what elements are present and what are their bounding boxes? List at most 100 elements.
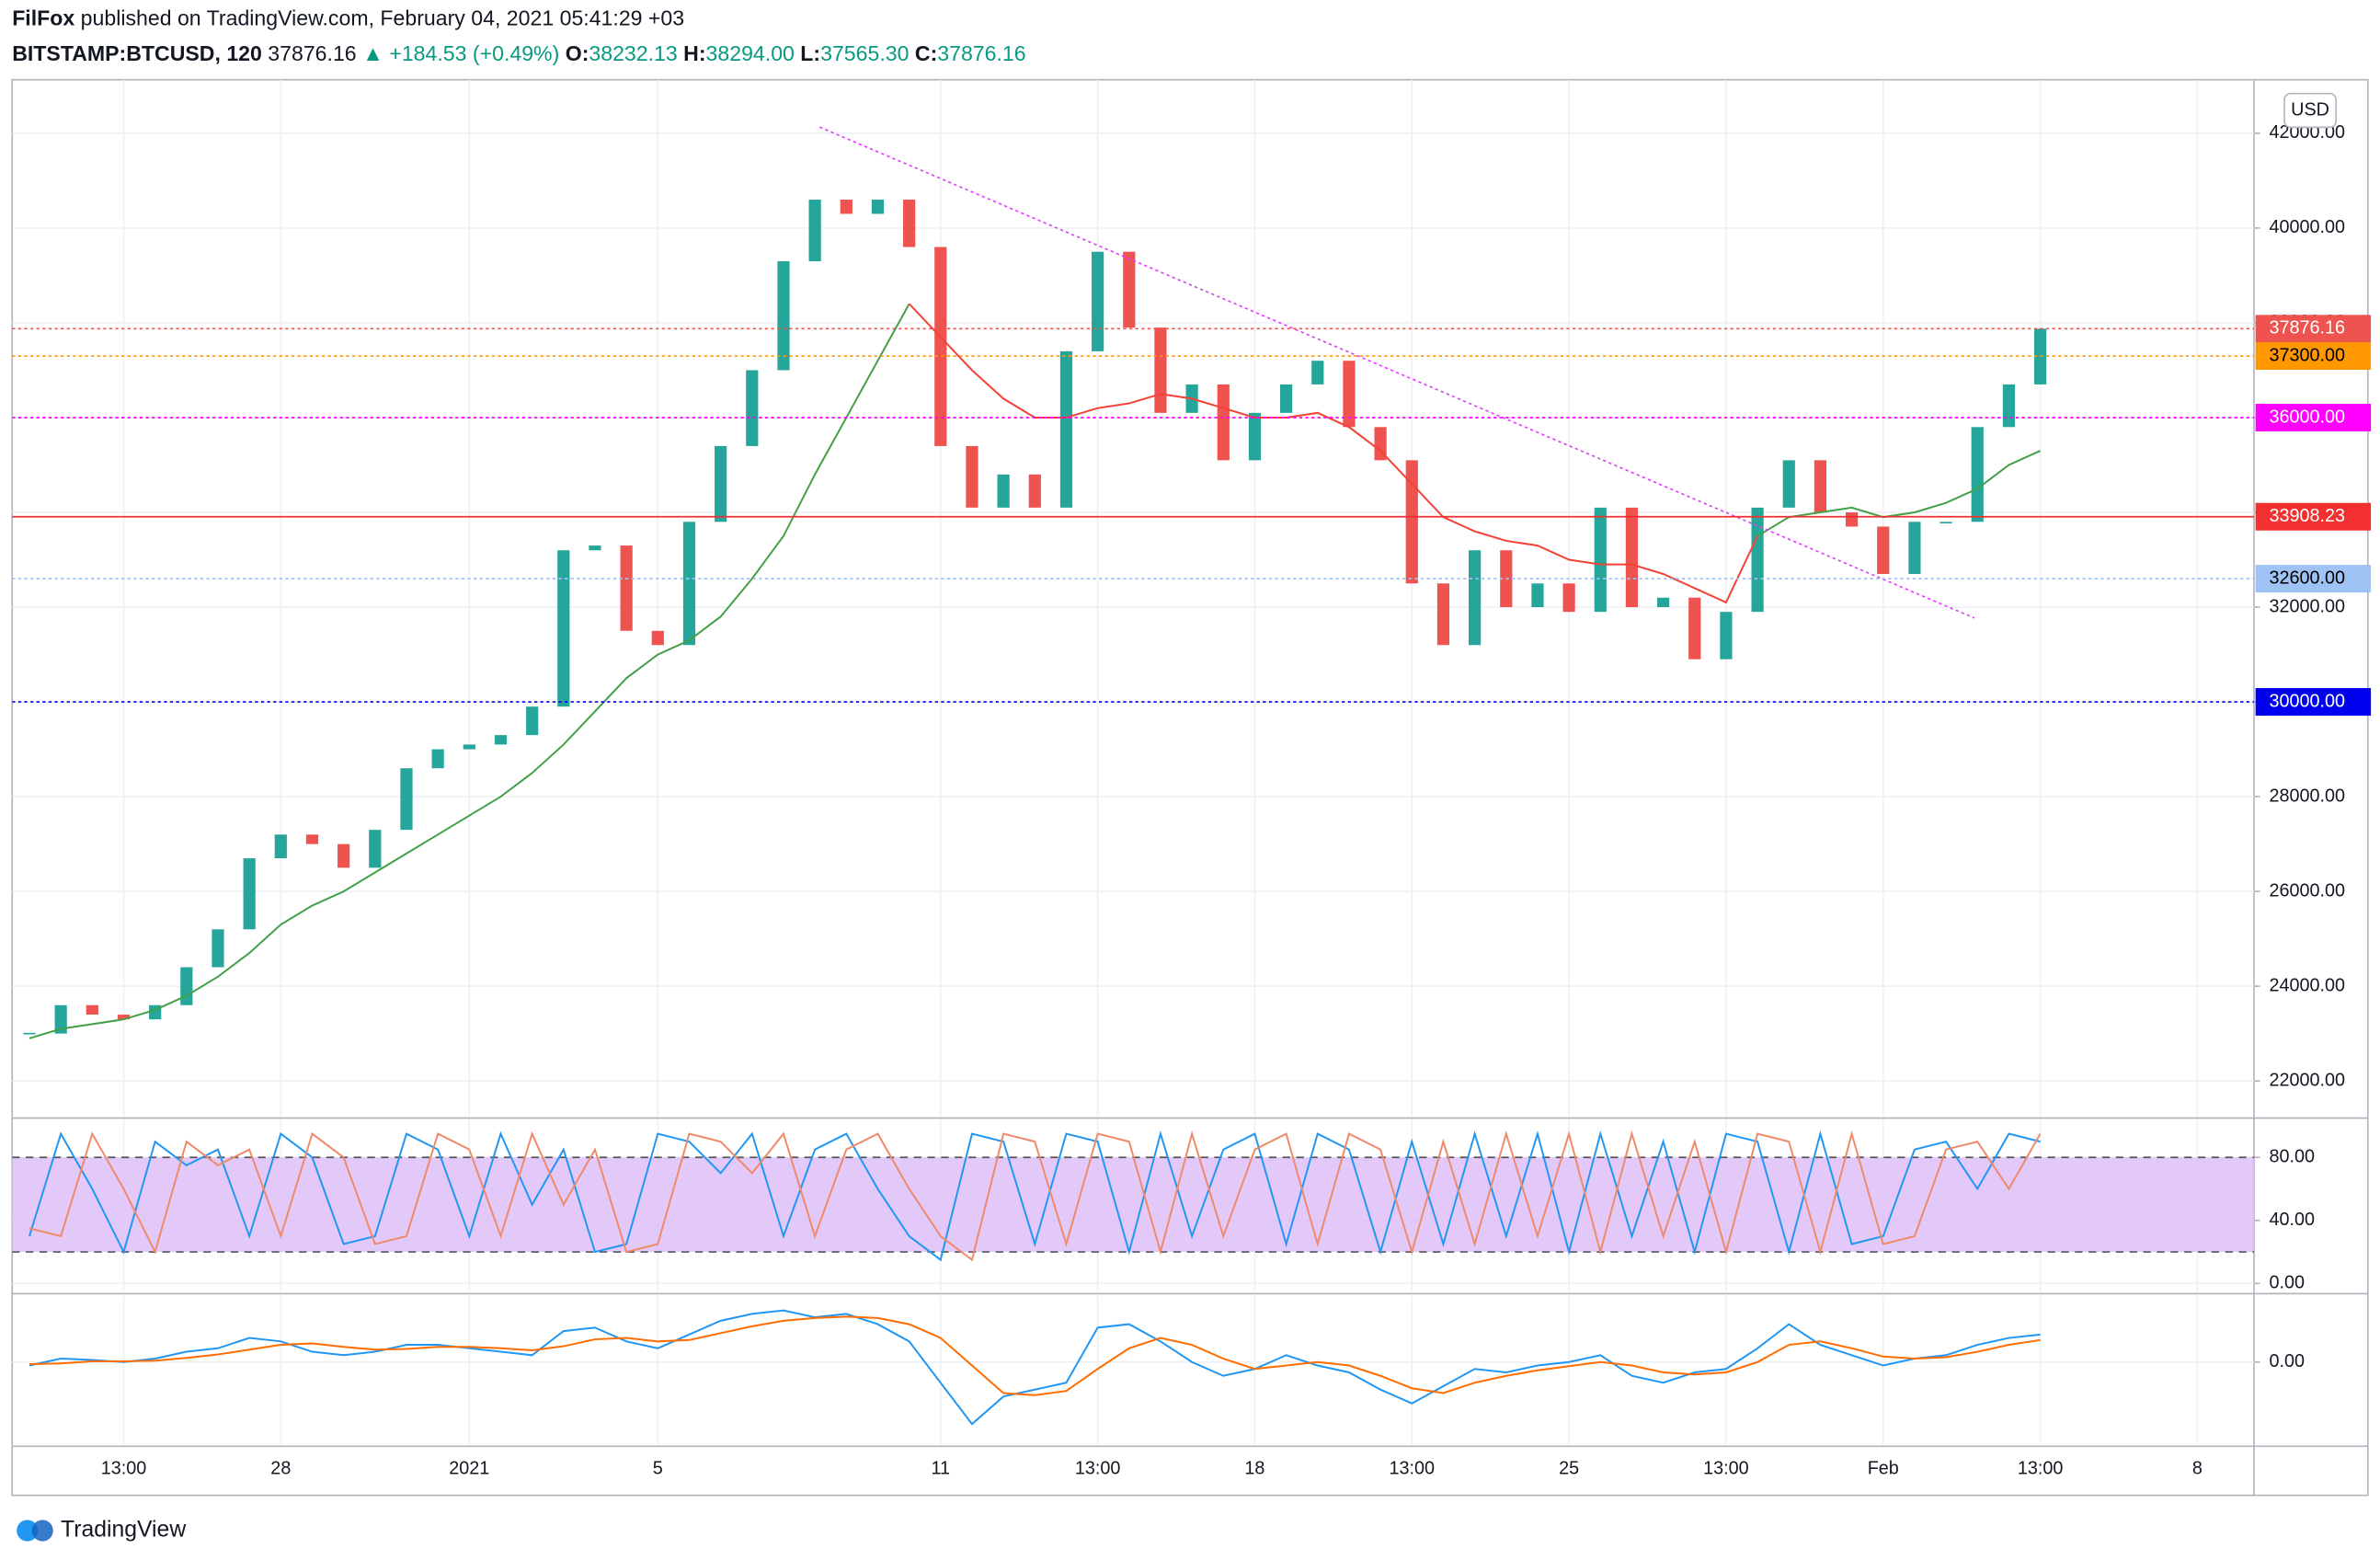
ohlc-value: 38294.00	[706, 41, 795, 65]
publisher-line: FilFox published on TradingView.com, Feb…	[12, 6, 684, 30]
candle	[1594, 507, 1607, 613]
candle	[1845, 512, 1859, 527]
level-tag	[2255, 502, 2372, 531]
ohlc-label: O:	[566, 41, 589, 65]
level-tag	[2255, 342, 2372, 371]
candle	[871, 200, 885, 214]
y-tick-label: 22000.00	[2270, 1070, 2346, 1090]
candle	[526, 706, 539, 736]
level-tag	[2255, 403, 2372, 431]
brand-logo	[17, 1520, 53, 1542]
candle	[274, 834, 287, 859]
candle	[1971, 427, 1984, 522]
candle	[86, 1004, 98, 1015]
candle	[746, 370, 759, 446]
level-tag	[2255, 315, 2372, 343]
ohlc-label: H:	[683, 41, 705, 65]
candle	[1751, 507, 1764, 613]
candle	[1625, 507, 1639, 608]
candle	[180, 967, 193, 1005]
x-tick-label: Feb	[1868, 1458, 1899, 1478]
currency-box[interactable]	[2283, 92, 2337, 129]
level-label: 32600.00	[2270, 568, 2346, 588]
candle	[1405, 460, 1418, 584]
candle	[1531, 583, 1544, 608]
candle	[1154, 327, 1167, 413]
candle	[117, 1015, 131, 1020]
candle	[1343, 361, 1356, 428]
symbol: BITSTAMP:BTCUSD, 120	[12, 41, 262, 65]
candle	[1908, 522, 1921, 574]
level-label: 36000.00	[2270, 407, 2346, 427]
y-tick-label: 0.00	[2270, 1273, 2306, 1293]
candle	[557, 550, 570, 707]
candle	[808, 200, 821, 261]
candle	[1877, 526, 1890, 574]
y-tick-label: 80.00	[2270, 1146, 2316, 1166]
y-tick-label: 40.00	[2270, 1210, 2316, 1230]
x-tick-label: 28	[270, 1458, 291, 1478]
candle	[494, 735, 508, 745]
trendline	[818, 126, 1975, 619]
candle	[1657, 597, 1670, 608]
candle	[1562, 583, 1575, 613]
candle	[243, 858, 256, 930]
candle	[212, 929, 224, 968]
candle	[1720, 612, 1733, 660]
symbol-line: BITSTAMP:BTCUSD, 120 37876.16 ▲ +184.53 …	[12, 41, 1025, 65]
stoch-pane	[12, 1119, 2255, 1291]
y-tick-label: 0.00	[2270, 1351, 2306, 1371]
candle	[589, 545, 601, 551]
brand: TradingView	[61, 1516, 187, 1542]
series-line	[29, 1315, 2041, 1396]
candle	[400, 768, 413, 831]
level-label: 30000.00	[2270, 691, 2346, 711]
publisher-text: published on TradingView.com, February 0…	[81, 6, 684, 30]
candle	[1028, 474, 1041, 508]
axes: 13:00 28 2021 5 11 13:00 18 13:00 25 13:00 Feb 13:0…	[101, 122, 2372, 1479]
x-tick-label: 11	[932, 1458, 951, 1478]
candle	[1248, 412, 1262, 461]
candle	[463, 744, 475, 750]
candle	[1814, 460, 1827, 513]
x-tick-label: 25	[1559, 1458, 1579, 1478]
ohlc-value: 37876.16	[937, 41, 1025, 65]
ohlc-label: L:	[800, 41, 820, 65]
candle	[305, 834, 319, 844]
level-label: 33908.23	[2270, 506, 2346, 526]
candle	[1059, 350, 1073, 508]
x-tick-label: 2021	[449, 1458, 489, 1478]
publisher-name: FilFox	[12, 6, 74, 30]
series-line	[29, 1309, 2041, 1426]
candle	[1374, 427, 1387, 461]
change: ▲ +184.53 (+0.49%)	[362, 41, 559, 65]
ohlc-value: 38232.13	[589, 41, 677, 65]
candle	[2002, 384, 2016, 428]
y-tick-label: 28000.00	[2270, 786, 2346, 806]
y-tick-label: 32000.00	[2270, 596, 2346, 616]
level-label: 37300.00	[2270, 345, 2346, 365]
candle	[651, 630, 664, 646]
candle	[840, 200, 852, 214]
candle	[1469, 550, 1482, 646]
level-tag	[2255, 565, 2372, 593]
x-tick-label: 13:00	[1075, 1458, 1121, 1478]
x-tick-label: 5	[653, 1458, 663, 1478]
candle	[715, 445, 727, 522]
candle	[966, 445, 978, 508]
x-tick-label: 18	[1244, 1458, 1264, 1478]
candle	[1217, 384, 1230, 461]
candle	[934, 247, 947, 446]
price-pane	[12, 79, 2255, 1117]
x-tick-label: 13:00	[1390, 1458, 1436, 1478]
candle	[431, 749, 444, 769]
y-tick-label: 24000.00	[2270, 975, 2346, 995]
candle	[1939, 522, 1952, 523]
series-line	[29, 1130, 2042, 1262]
candle	[1782, 460, 1795, 508]
x-tick-label: 8	[2192, 1458, 2203, 1478]
ohlc-value: 37565.30	[820, 41, 909, 65]
ohlc-label: C:	[915, 41, 937, 65]
y-tick-label: 40000.00	[2270, 217, 2346, 237]
candle	[1436, 583, 1450, 646]
